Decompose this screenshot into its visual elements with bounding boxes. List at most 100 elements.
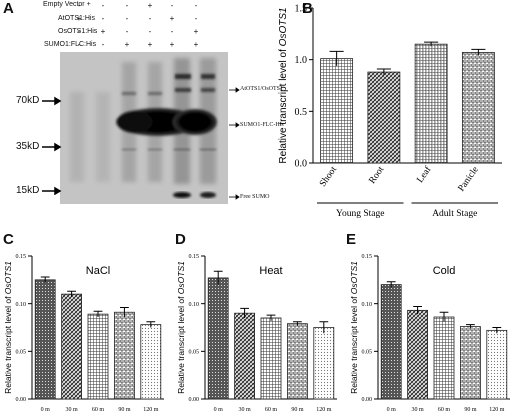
y-axis-label: Relative transcript level of OsOTS1 <box>176 261 186 394</box>
bar <box>34 279 56 400</box>
error-bar <box>67 290 76 297</box>
y-tick-label: 0.0 <box>295 159 308 170</box>
y-tick-label: 0.10 <box>362 302 373 308</box>
y-tick-label: 0.15 <box>16 254 27 260</box>
y-axis-label-gene: OsOTS1 <box>176 261 186 294</box>
lane-sign: - <box>101 1 105 10</box>
bar <box>461 52 495 164</box>
band-arrows <box>229 87 240 200</box>
error-bar <box>319 321 329 334</box>
error-bar <box>93 310 103 318</box>
lane-sign: - <box>77 27 81 36</box>
band-label-ots1: AtOTS1/OsOTS1 <box>240 86 284 92</box>
lane-sign: - <box>125 27 129 36</box>
y-tick-label: 0.00 <box>16 397 27 403</box>
group-label: Young Stage <box>336 209 384 219</box>
error-bar <box>386 281 396 288</box>
lane-sign: - <box>194 1 198 10</box>
y-axis-label-text: Relative transcript level of <box>3 294 13 394</box>
panel-a-letter: A <box>3 0 14 17</box>
bar <box>367 71 401 164</box>
lane-sign: + <box>169 40 175 49</box>
x-tick-label: 30 m <box>66 407 79 413</box>
x-tick-label: Root <box>368 165 387 186</box>
bar <box>234 312 255 400</box>
x-tick-label: 90 m <box>118 407 131 413</box>
bar <box>260 317 282 400</box>
x-tick-label: Leaf <box>415 164 434 185</box>
bar <box>87 313 109 400</box>
error-bar <box>466 324 475 329</box>
error-bar <box>40 276 50 283</box>
lane-sign: - <box>101 14 105 23</box>
chart-title: Heat <box>259 265 282 277</box>
lane-sign: - <box>194 14 198 23</box>
chart-nacl-stress: 0.00 0.05 0.10 0.15 0 m 30 m 60 m 90 m 120 m Rela… <box>3 254 164 413</box>
error-bar <box>471 48 486 56</box>
panel-b-letter: B <box>302 0 313 17</box>
bar <box>114 311 135 400</box>
x-tick-label: 60 m <box>265 407 278 413</box>
y-tick-label: 0.15 <box>189 254 200 260</box>
lane-sign: - <box>125 1 129 10</box>
bar <box>287 323 308 400</box>
bar <box>140 324 162 400</box>
lane-sign: + <box>193 40 199 49</box>
lane-sign: - <box>77 1 81 10</box>
x-tick-label: 60 m <box>438 407 451 413</box>
y-tick-label: 1.0 <box>295 55 308 66</box>
x-tick-label: 60 m <box>92 407 105 413</box>
mw-marker-15: 15kD <box>16 185 40 196</box>
bar <box>313 327 335 400</box>
lane-sign: - <box>77 40 81 49</box>
x-tick-label: 0 m <box>214 407 224 413</box>
y-axis-label-text: Relative transcript level of <box>176 294 186 394</box>
bar <box>433 316 455 400</box>
x-tick-label: 0 m <box>41 407 51 413</box>
lane-sign: - <box>101 40 105 49</box>
row-label-empty-vector: Empty Vector + <box>43 1 91 8</box>
bar <box>414 43 448 164</box>
y-axis-label: Relative transcript level of OsOTS1 <box>3 261 13 394</box>
lane-sign: - <box>148 14 152 23</box>
y-axis-label: Relative transcript level of OsOTS1 <box>278 7 289 163</box>
error-bar <box>376 68 391 76</box>
row-label-atots1: AtOTS1:His <box>58 15 95 22</box>
lane-sign: - <box>170 1 174 10</box>
lane-sign: + <box>147 40 153 49</box>
chart-title: NaCl <box>86 265 110 277</box>
y-axis-label-text: Relative transcript level of <box>349 294 359 394</box>
bar <box>207 277 229 400</box>
x-tick-label: 30 m <box>412 407 425 413</box>
y-tick-label: 1.5 <box>295 4 308 15</box>
error-bar <box>266 314 276 321</box>
bar <box>320 58 354 164</box>
mw-marker-arrows <box>42 96 62 195</box>
y-tick-label: 0.05 <box>189 349 200 355</box>
row-label-sumo1-flc: SUMO1:FLC:His <box>44 41 97 48</box>
error-bar <box>293 321 302 326</box>
error-bar <box>329 50 344 66</box>
chart-heat-stress: 0.00 0.05 0.10 0.15 0 m 30 m 60 m 90 m 120 m Rela… <box>176 254 337 413</box>
lane-sign: + <box>76 14 82 23</box>
error-bar <box>146 321 156 328</box>
y-axis-label-gene: OsOTS1 <box>3 261 13 294</box>
lane-sign: - <box>148 27 152 36</box>
error-bar <box>120 306 129 318</box>
error-bar <box>413 306 422 315</box>
x-tick-label: Shoot <box>318 165 339 189</box>
y-axis-label-gene: OsOTS1 <box>349 261 359 294</box>
y-tick-label: 0.00 <box>362 397 373 403</box>
bar <box>460 326 481 400</box>
error-bar <box>439 311 449 322</box>
mw-marker-70: 70kD <box>16 95 40 106</box>
panel-e-letter: E <box>346 231 357 248</box>
lane-sign: + <box>100 27 106 36</box>
bar <box>380 284 402 400</box>
y-axis-label-gene: OsOTS1 <box>278 7 289 46</box>
lane-sign: - <box>170 27 174 36</box>
x-tick-label: 120 m <box>316 407 332 413</box>
bar <box>61 293 82 400</box>
lane-sign: + <box>124 40 130 49</box>
y-tick-label: 0.5 <box>295 107 308 118</box>
